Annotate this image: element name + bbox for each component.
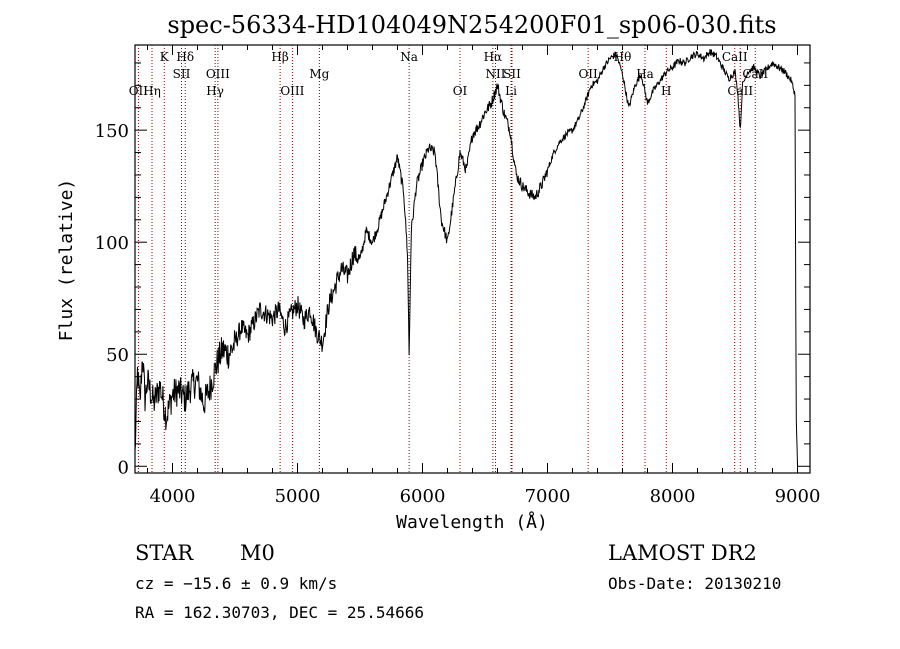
spectrum-line: [134, 49, 798, 467]
y-axis-label: Flux (relative): [56, 179, 77, 342]
spectral-line-label: CaII: [742, 67, 768, 81]
y-tick-label: 0: [118, 457, 129, 478]
coordinates: RA = 162.30703, DEC = 25.54666: [135, 603, 424, 622]
x-tick-label: 6000: [400, 486, 446, 507]
x-tick-label: 8000: [650, 486, 696, 507]
spectral-line-label: Hγ: [206, 84, 224, 98]
spectral-line-label: Na: [400, 50, 418, 64]
x-tick-label: 4000: [150, 486, 196, 507]
class-label: STAR: [135, 541, 194, 565]
spectral-line-markers: [137, 45, 756, 473]
spectral-line-label: OII: [129, 84, 149, 98]
spectral-line-label: Hδ: [176, 50, 194, 64]
spectral-line-label: Hη: [143, 84, 161, 98]
x-axis-label: Wavelength (Å): [396, 511, 548, 533]
spectral-line-label: OII: [578, 67, 598, 81]
spectral-line-label: SII: [173, 67, 191, 81]
spectral-line-label: NII: [486, 67, 506, 81]
spectral-line-label: Mg: [309, 67, 329, 81]
chart-title: spec-56334-HD104049N254200F01_sp06-030.f…: [167, 11, 776, 39]
spectral-line-label: CaII: [722, 50, 748, 64]
spectral-line-label: H: [661, 84, 671, 98]
spectral-line-label: Hβ: [271, 50, 288, 64]
spectral-line-label: CaII: [727, 84, 753, 98]
spectral-line-label: K: [160, 50, 170, 64]
x-tick-label: 5000: [275, 486, 321, 507]
spectral-line-label: OI: [453, 84, 468, 98]
x-tick-label: 7000: [525, 486, 571, 507]
plot-frame: [134, 44, 811, 474]
x-axis-ticks: 4000 5000 6000 7000 8000 9000: [147, 45, 821, 507]
y-tick-label: 150: [95, 121, 129, 142]
y-axis-ticks: 0 50 100 150: [95, 62, 810, 478]
subclass-label: M0: [240, 541, 275, 565]
spectral-line-label: Hθ: [614, 50, 632, 64]
spectral-line-label: SII: [503, 67, 521, 81]
spectral-line-label: Li: [505, 84, 517, 98]
spectral-line-label: OIII: [206, 67, 230, 81]
survey-label: LAMOST DR2: [608, 541, 757, 565]
y-tick-label: 100: [95, 233, 129, 254]
y-tick-label: 50: [106, 345, 129, 366]
spectral-line-label: OIII: [280, 84, 304, 98]
obs-date: Obs-Date: 20130210: [608, 574, 781, 593]
x-tick-label: 9000: [775, 486, 821, 507]
cz-value: cz = −15.6 ± 0.9 km/s: [135, 574, 337, 593]
spectral-line-label: Hα: [484, 50, 503, 64]
